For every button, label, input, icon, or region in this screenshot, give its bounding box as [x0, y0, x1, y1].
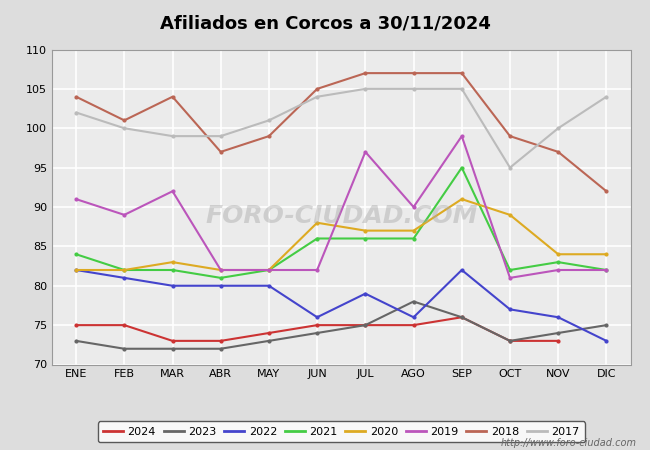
Text: Afiliados en Corcos a 30/11/2024: Afiliados en Corcos a 30/11/2024: [159, 14, 491, 33]
Text: FORO-CIUDAD.COM: FORO-CIUDAD.COM: [205, 204, 478, 229]
Text: http://www.foro-ciudad.com: http://www.foro-ciudad.com: [501, 438, 637, 448]
Legend: 2024, 2023, 2022, 2021, 2020, 2019, 2018, 2017: 2024, 2023, 2022, 2021, 2020, 2019, 2018…: [98, 421, 585, 442]
